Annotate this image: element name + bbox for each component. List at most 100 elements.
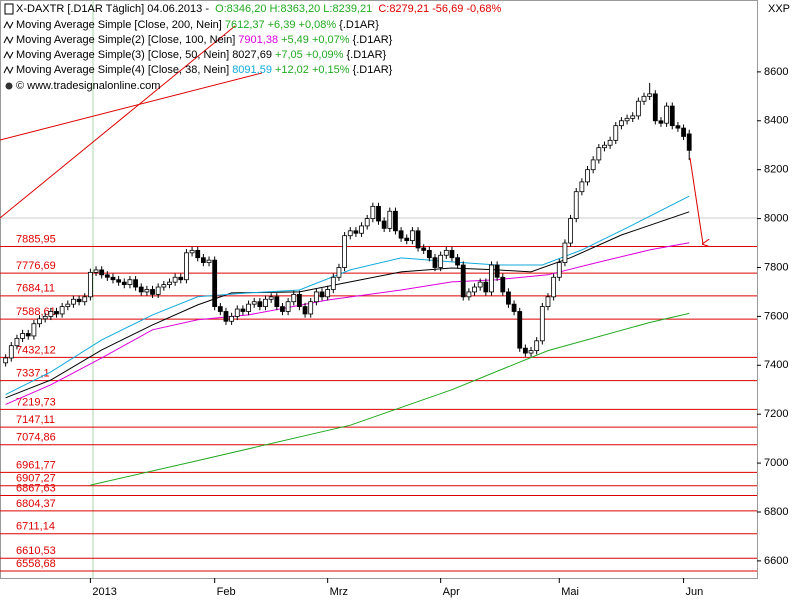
candle-body [364, 218, 370, 227]
candle-body [223, 311, 229, 322]
ma-line [5, 195, 690, 396]
candle-body [25, 333, 31, 337]
y-tick-label: 7600 [764, 310, 788, 322]
candle-body [257, 301, 263, 308]
legend-icon [3, 65, 14, 75]
legend-entry: Moving Average Simple(3) [Close, 50, Nei… [16, 49, 387, 61]
candle-body [652, 93, 658, 122]
y-tick-label: 7200 [764, 408, 788, 420]
candle-body [302, 306, 308, 315]
legend-change: +7,05 +0,09% [275, 49, 344, 61]
layers: 6600 6800 7000 7200 7400 7600 7800 8000 8200 8400… [0, 66, 788, 598]
x-tick-label: Mai [561, 586, 579, 598]
source-icon [5, 82, 13, 90]
candle-body [393, 210, 398, 232]
candle-body [195, 249, 201, 259]
candle-body [398, 230, 404, 239]
candle-body [59, 306, 65, 315]
y-tick-label: 8200 [764, 164, 788, 176]
candle-body [234, 308, 240, 317]
candle-body [274, 296, 280, 308]
candle-body [172, 276, 178, 283]
legend-entry: Moving Average Simple(4) [Close, 38, Nei… [16, 64, 393, 76]
candle-body [381, 220, 387, 229]
candle-body [347, 230, 353, 237]
candle-body [144, 289, 150, 293]
candle-body [8, 345, 14, 359]
candle-body [359, 225, 364, 234]
ma-line [90, 312, 690, 486]
legend-entry: Moving Average Simple [Close, 200, Nein]… [16, 19, 379, 31]
legend-name: Moving Average Simple(4) [Close, 38, Nei… [16, 64, 229, 76]
legend-value: 8091,59 [232, 64, 272, 76]
candle-body [319, 291, 325, 298]
candle-body [545, 296, 551, 308]
candle-body [71, 298, 76, 305]
trend-line [0, 25, 236, 219]
candle-body [443, 249, 449, 256]
candle-body [291, 293, 297, 303]
candle-body [76, 298, 82, 303]
candle-body [178, 276, 184, 281]
legend-value: 7901,38 [238, 34, 278, 46]
candle-body [511, 303, 517, 312]
candle-body [630, 115, 636, 119]
candle-body [624, 117, 630, 122]
candle-body [184, 252, 189, 281]
legend-change: +6,39 +0,08% [268, 19, 337, 31]
candle-body [313, 291, 319, 303]
candle-body [150, 289, 155, 295]
legend-suffix: {.D1AR} [353, 34, 393, 46]
candle-body [31, 323, 37, 337]
candle-body [619, 120, 624, 127]
candle-body [607, 139, 613, 146]
legend-suffix: {.D1AR} [346, 49, 386, 61]
candle-body [229, 315, 235, 322]
candle-body [449, 249, 455, 259]
candle-body [87, 271, 93, 298]
candle-body [330, 276, 336, 290]
candle-body [421, 247, 427, 251]
candle-body [93, 269, 99, 273]
legend-entry: Moving Average Simple(2) [Close, 100, Ne… [16, 34, 393, 46]
candle-body [342, 235, 348, 268]
candle-body [517, 311, 523, 349]
candle-body [127, 279, 133, 285]
candle-body [116, 279, 122, 283]
candle-body [82, 296, 88, 303]
legend-icon [3, 20, 14, 30]
level-label: 7074,86 [16, 432, 56, 444]
arrow [689, 157, 703, 244]
candle-body [206, 259, 212, 263]
candle-body [551, 276, 557, 298]
ma-line [5, 242, 690, 405]
candle-body [602, 144, 607, 149]
candle-body [415, 230, 421, 249]
candle-body [217, 306, 223, 312]
candle-body [483, 281, 489, 293]
candle-body [494, 264, 500, 278]
legend-change: +12,02 +0,15% [275, 64, 350, 76]
candle-body [681, 127, 686, 137]
y-tick-label: 6600 [764, 555, 788, 567]
level-label: 7684,11 [16, 283, 55, 295]
candle-body [568, 218, 573, 244]
candle-body [308, 301, 314, 315]
candle-body [522, 347, 528, 354]
legend-suffix: {.D1AR} [339, 19, 379, 31]
candle-body [189, 249, 195, 254]
header-close: C:8279,21 -56,69 -0,68% [378, 3, 501, 15]
candle-body [573, 191, 579, 219]
candle-body [675, 125, 681, 129]
candle-body [161, 284, 167, 288]
candle-body [579, 181, 585, 193]
candle-body [556, 262, 562, 278]
candle-body [48, 311, 54, 317]
x-tick-label: Apr [443, 586, 460, 598]
plot-area [0, 0, 758, 579]
level-label: 6610,53 [16, 545, 56, 557]
candle-body [14, 337, 20, 347]
candle-body [534, 340, 540, 352]
y-tick-label: 8000 [764, 212, 788, 224]
